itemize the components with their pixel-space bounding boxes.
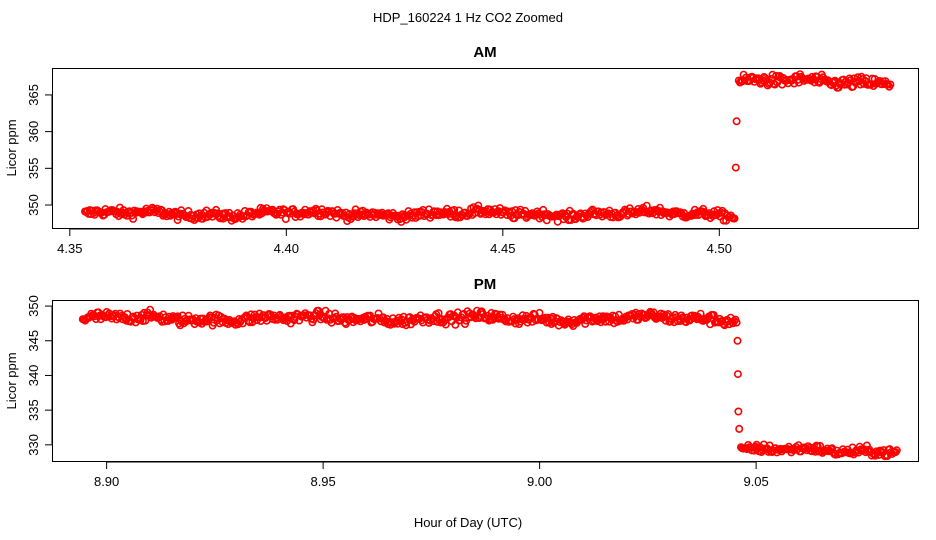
am-data-point [281, 215, 290, 224]
pm-data-point [709, 311, 718, 320]
pm-x-axis: 8.90 8.95 9.00 9.05 [94, 461, 769, 489]
pm-data-point [141, 316, 150, 325]
pm-data-point [146, 305, 155, 314]
am-x-tick-label: 4.45 [490, 241, 515, 256]
am-data-point [853, 73, 862, 82]
pm-y-tick-label: 340 [26, 365, 41, 387]
am-panel-title: AM [473, 44, 496, 61]
am-data-points [81, 70, 895, 226]
pm-y-tick-label: 335 [26, 399, 41, 421]
pm-y-tick-label: 330 [26, 434, 41, 456]
pm-y-axis-label: Licor ppm [4, 352, 19, 409]
pm-data-point [734, 407, 743, 416]
am-data-point [730, 214, 739, 223]
am-data-point [642, 201, 651, 210]
x-axis-label: Hour of Day (UTC) [414, 515, 522, 530]
pm-x-tick-label: 9.00 [527, 474, 552, 489]
pm-data-point [314, 306, 323, 315]
am-y-tick-label: 360 [26, 121, 41, 143]
pm-data-point [732, 318, 741, 327]
am-x-axis: 4.35 4.40 4.45 4.50 [57, 228, 732, 256]
am-x-tick-label: 4.35 [57, 241, 82, 256]
am-y-tick-label: 365 [26, 84, 41, 106]
am-data-point [886, 80, 895, 89]
pm-data-point [892, 446, 901, 455]
am-plot-frame [52, 68, 919, 229]
pm-data-point [735, 424, 744, 433]
pm-x-tick-label: 8.95 [310, 474, 335, 489]
am-data-point [173, 216, 182, 225]
pm-x-tick-label: 8.90 [94, 474, 119, 489]
pm-data-point [402, 321, 411, 330]
pm-data-points [78, 305, 901, 461]
am-y-axis: 350 355 360 365 [26, 84, 53, 216]
pm-data-point [733, 336, 742, 345]
am-data-point [474, 201, 483, 210]
pm-x-tick-label: 9.05 [743, 474, 768, 489]
am-data-point [732, 117, 741, 126]
am-data-point [239, 212, 248, 221]
pm-panel: PM 8.90 8.95 9.00 9.05 330 335 340 345 350 Lico… [4, 276, 919, 489]
pm-y-tick-label: 345 [26, 330, 41, 352]
am-panel: AM 4.35 4.40 4.45 4.50 350 355 360 365 Licor p… [4, 44, 919, 256]
am-y-axis-label: Licor ppm [4, 119, 19, 176]
pm-panel-title: PM [474, 276, 497, 293]
pm-data-point [581, 319, 590, 328]
am-y-tick-label: 355 [26, 157, 41, 179]
figure-title: HDP_160224 1 Hz CO2 Zoomed [373, 10, 563, 25]
pm-y-tick-label: 350 [26, 295, 41, 317]
pm-data-point [733, 370, 742, 379]
am-data-point [731, 163, 740, 172]
am-y-tick-label: 350 [26, 194, 41, 216]
pm-y-axis: 330 335 340 345 350 [26, 295, 53, 456]
am-x-tick-label: 4.50 [707, 241, 732, 256]
am-x-tick-label: 4.40 [274, 241, 299, 256]
